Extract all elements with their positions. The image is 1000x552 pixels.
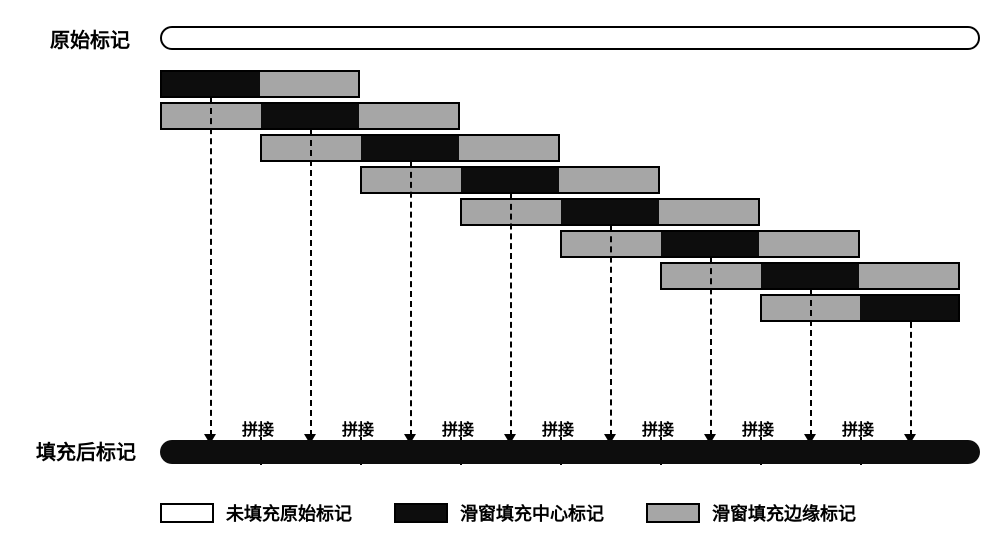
legend-text-edge: 滑窗填充边缘标记 — [712, 500, 856, 526]
window-bar — [560, 230, 860, 258]
window-bar — [460, 198, 760, 226]
sliding-window-diagram: 原始标记 拼接 拼接 拼接 拼接 拼接 拼接 拼接 填充后标记 未填充原始标记 滑窗填充中心… — [20, 20, 980, 532]
splice-label: 拼接 — [642, 416, 674, 440]
legend-swatch-edge — [646, 503, 700, 523]
guide-dash — [610, 226, 612, 436]
label-filled: 填充后标记 — [36, 436, 136, 465]
window-center-segment — [661, 232, 760, 256]
window-center-segment — [461, 168, 560, 192]
legend-text-center: 滑窗填充中心标记 — [460, 500, 604, 526]
guide-dash — [910, 322, 912, 436]
legend: 未填充原始标记 滑窗填充中心标记 滑窗填充边缘标记 — [160, 500, 856, 526]
splice-label: 拼接 — [342, 416, 374, 440]
label-original: 原始标记 — [50, 24, 130, 53]
legend-text-unfilled: 未填充原始标记 — [226, 500, 352, 526]
guide-dash — [710, 258, 712, 436]
splice-label: 拼接 — [542, 416, 574, 440]
window-center-segment — [162, 72, 260, 96]
guide-dash — [510, 194, 512, 436]
window-bar — [760, 294, 960, 322]
splice-label: 拼接 — [742, 416, 774, 440]
splice-label: 拼接 — [442, 416, 474, 440]
window-edge-segment — [359, 104, 458, 128]
window-bar — [160, 70, 360, 98]
legend-swatch-center — [394, 503, 448, 523]
window-edge-segment — [859, 264, 958, 288]
window-center-segment — [261, 104, 360, 128]
guide-dash — [810, 290, 812, 436]
window-edge-segment — [659, 200, 758, 224]
legend-swatch-unfilled — [160, 503, 214, 523]
window-bar — [160, 102, 460, 130]
window-edge-segment — [260, 72, 358, 96]
window-center-segment — [860, 296, 958, 320]
window-center-segment — [561, 200, 660, 224]
guide-dash — [410, 162, 412, 436]
window-edge-segment — [759, 232, 858, 256]
original-bar — [160, 26, 980, 50]
guide-dash — [310, 130, 312, 436]
window-bar — [360, 166, 660, 194]
window-bar — [660, 262, 960, 290]
filled-bar — [160, 440, 980, 464]
window-edge-segment — [459, 136, 558, 160]
splice-label: 拼接 — [242, 416, 274, 440]
guide-dash — [210, 98, 212, 436]
window-bar — [260, 134, 560, 162]
window-center-segment — [361, 136, 460, 160]
splice-label: 拼接 — [842, 416, 874, 440]
window-center-segment — [761, 264, 860, 288]
window-edge-segment — [559, 168, 658, 192]
